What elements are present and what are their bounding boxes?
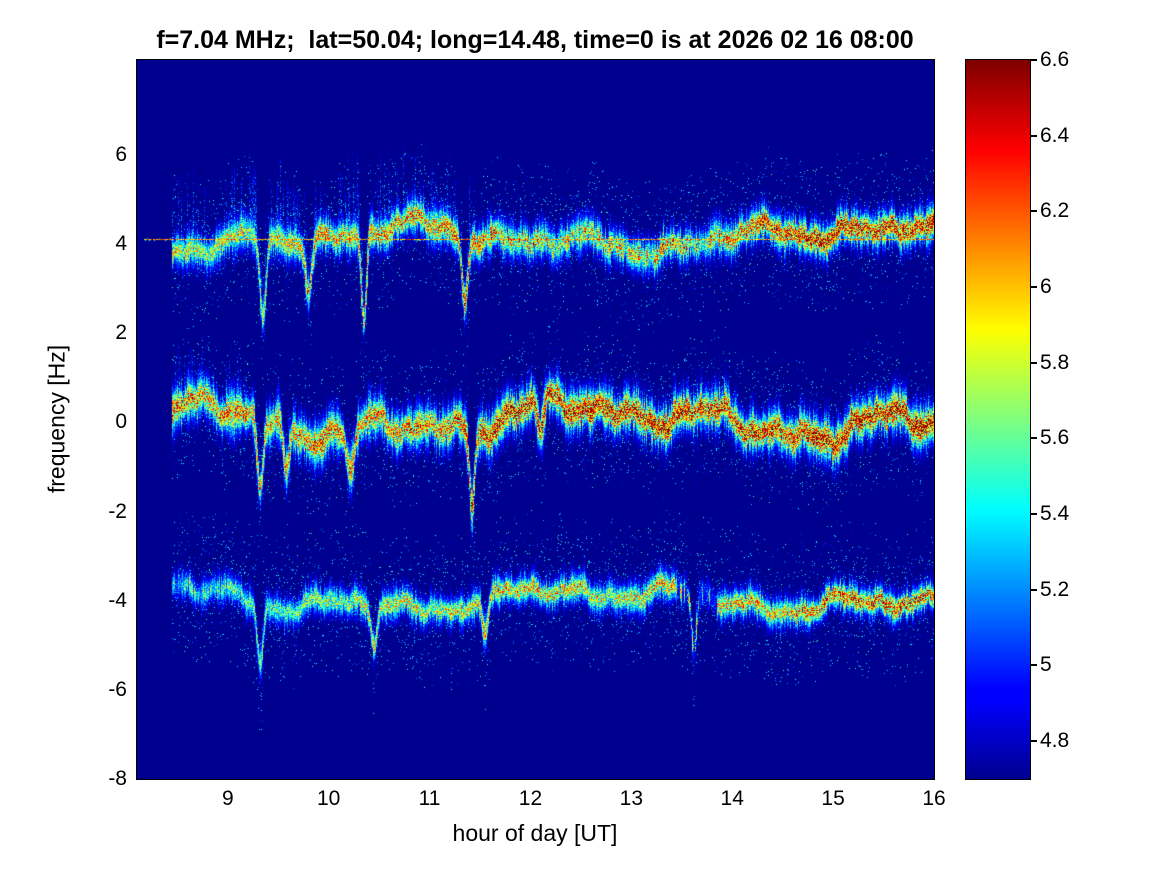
y-tick-label: -8 xyxy=(108,767,127,790)
chart-title: f=7.04 MHz; lat=50.04; long=14.48, time=… xyxy=(156,26,914,54)
x-tick-label: 11 xyxy=(418,787,441,810)
y-tick-label: 4 xyxy=(115,232,127,256)
colorbar-tick-label: 5.8 xyxy=(1040,350,1070,374)
colorbar-tick-label: 6 xyxy=(1040,275,1052,299)
x-tick-label: 14 xyxy=(720,787,744,810)
colorbar-tick-label: 5.4 xyxy=(1040,502,1070,526)
y-tick-label: 2 xyxy=(115,321,127,345)
colorbar-tick-mark xyxy=(1031,286,1037,289)
colorbar-tick-label: 6.4 xyxy=(1040,123,1070,147)
colorbar-tick-mark xyxy=(1031,210,1037,213)
colorbar-tick-mark xyxy=(1031,361,1037,364)
x-tick-label: 9 xyxy=(221,787,234,810)
colorbar-tick-mark xyxy=(1031,134,1037,137)
x-tick-label: 15 xyxy=(821,787,845,810)
colorbar-tick-mark xyxy=(1031,59,1037,61)
y-tick-label: -6 xyxy=(108,677,127,701)
plot-frame xyxy=(136,59,935,780)
spectrogram-heatmap xyxy=(137,60,934,779)
x-tick-label: 10 xyxy=(316,787,341,810)
x-axis-label: hour of day [UT] xyxy=(452,820,618,846)
colorbar-tick-mark xyxy=(1031,588,1037,591)
colorbar-tick-mark xyxy=(1031,437,1037,440)
y-tick-label: 0 xyxy=(115,410,127,434)
y-tick-label: -4 xyxy=(108,588,127,612)
y-tick-label: 6 xyxy=(115,142,127,166)
colorbar-tick-mark xyxy=(1031,513,1037,516)
colorbar-tick-mark xyxy=(1031,664,1037,667)
colorbar-tick-label: 6.2 xyxy=(1040,199,1070,223)
colorbar-tick-label: 6.6 xyxy=(1040,48,1070,71)
y-tick-label: -2 xyxy=(108,499,127,523)
colorbar-tick-label: 5.6 xyxy=(1040,426,1070,450)
x-tick-label: 12 xyxy=(518,787,543,810)
x-tick-label: 16 xyxy=(922,787,946,810)
x-tick-label: 13 xyxy=(619,787,644,810)
colorbar-frame xyxy=(965,59,1031,780)
colorbar-tick-label: 4.8 xyxy=(1040,729,1070,753)
colorbar-tick-label: 5.2 xyxy=(1040,577,1070,601)
colorbar-tick-mark xyxy=(1031,740,1037,743)
colorbar-tick-label: 5 xyxy=(1040,653,1052,677)
colorbar-gradient xyxy=(966,60,1030,779)
